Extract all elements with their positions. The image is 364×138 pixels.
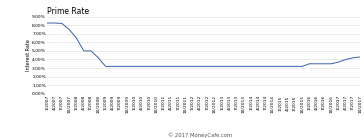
Y-axis label: Interest Rate: Interest Rate xyxy=(26,39,31,71)
Text: Prime Rate: Prime Rate xyxy=(47,7,90,16)
Text: © 2017 MoneyCafe.com: © 2017 MoneyCafe.com xyxy=(168,132,232,138)
